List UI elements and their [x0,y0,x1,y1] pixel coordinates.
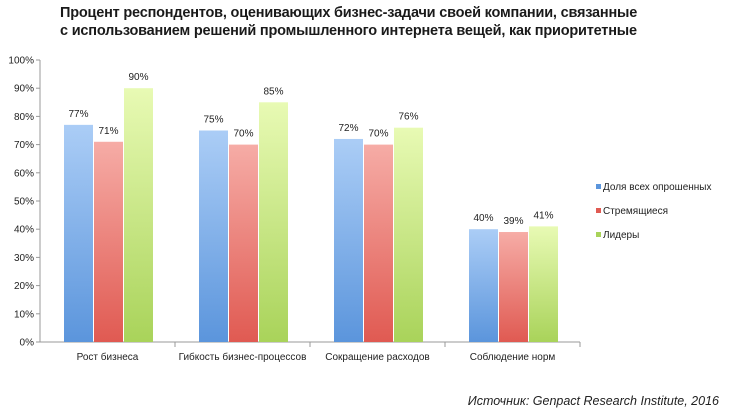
legend-label: Доля всех опрошенных [603,182,712,193]
y-tick-label: 20% [14,281,34,292]
legend-swatch [596,232,601,237]
data-label: 90% [128,72,148,83]
data-label: 40% [473,213,493,224]
data-label: 76% [398,112,418,123]
x-tick-label: Соблюдение норм [470,351,556,363]
data-label: 41% [533,210,553,221]
data-label: 72% [338,123,358,134]
y-tick-label: 100% [8,56,34,67]
bar [334,138,363,342]
bar [64,124,93,342]
legend-swatch [596,184,601,189]
x-tick-label: Сокращение расходов [325,352,429,363]
chart-title: Процент респондентов, оценивающих бизнес… [60,4,637,40]
bar [469,229,498,342]
title-line-1: Процент респондентов, оценивающих бизнес… [60,5,638,21]
y-tick-label: 60% [14,168,34,179]
bar [529,226,558,342]
bar [394,127,423,343]
y-tick-label: 40% [14,225,34,236]
bar [499,232,528,342]
data-label: 39% [503,216,523,227]
legend-label: Стремящиеся [603,206,668,217]
y-tick-label: 10% [14,309,34,320]
source-note: Источник: Genpact Research Institute, 20… [467,394,719,408]
data-label: 70% [233,129,253,140]
data-label: 71% [98,126,118,137]
y-tick-label: 80% [14,112,34,123]
x-tick-label: Гибкость бизнес-процессов [179,351,307,363]
data-label: 85% [263,86,283,97]
legend-label: Лидеры [603,230,639,241]
legend-swatch [596,208,601,213]
data-label: 70% [368,129,388,140]
bar [364,144,393,342]
data-label: 75% [203,115,223,126]
title-line-2: с использованием решений промышленного и… [60,23,637,39]
y-tick-label: 0% [20,338,35,349]
bar [229,144,258,342]
y-tick-label: 50% [14,197,34,208]
bar [259,102,288,342]
y-tick-label: 30% [14,253,34,264]
data-label: 77% [68,109,88,120]
y-tick-label: 70% [14,140,34,151]
x-tick-label: Рост бизнеса [77,351,139,363]
bar [199,130,228,342]
bar [124,88,153,342]
bar [94,141,123,342]
y-tick-label: 90% [14,84,34,95]
